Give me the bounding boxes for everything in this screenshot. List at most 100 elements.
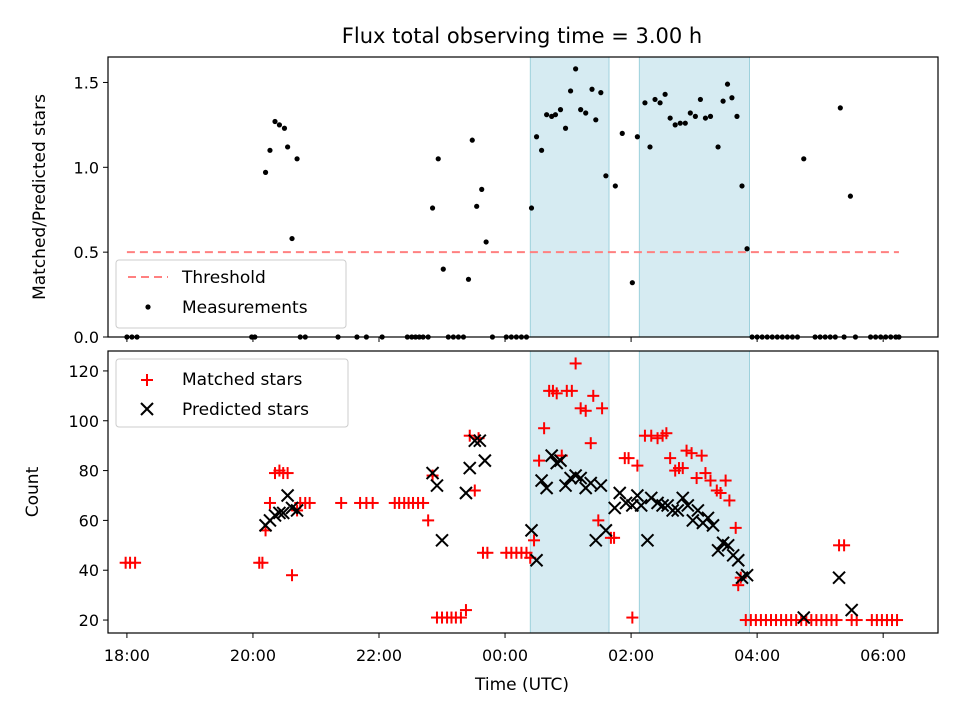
matched-star-point bbox=[631, 459, 644, 472]
matched-star-point bbox=[714, 486, 727, 499]
x-tick-label: 04:00 bbox=[734, 646, 780, 665]
matched-star-point bbox=[645, 429, 658, 442]
predicted-star-point bbox=[529, 553, 544, 567]
measurement-point bbox=[647, 144, 653, 150]
bottom-panel: 18:00 20:00 22:00 00:00 02:00 04:00 06:00 20 40 6… bbox=[23, 350, 939, 695]
matched-star-point bbox=[680, 444, 693, 457]
predicted-star-point bbox=[584, 476, 598, 490]
predicted-star-point bbox=[280, 488, 295, 503]
predicted-star-point bbox=[832, 570, 846, 585]
matched-star-point bbox=[459, 604, 472, 617]
matched-star-point bbox=[579, 404, 592, 417]
measurement-point bbox=[619, 130, 625, 136]
matched-star-point bbox=[626, 611, 639, 624]
predicted-star-point bbox=[701, 511, 715, 525]
matched-star-point bbox=[303, 496, 316, 509]
top-shaded-regions bbox=[529, 56, 750, 338]
matched-star-point bbox=[592, 514, 605, 527]
observing-window bbox=[638, 350, 750, 634]
measurement-point bbox=[697, 96, 704, 103]
measurement-point bbox=[479, 186, 485, 192]
predicted-star-point bbox=[599, 523, 613, 538]
matched-star-point bbox=[729, 521, 742, 534]
predicted-stars-points bbox=[258, 433, 859, 625]
measurement-point bbox=[702, 115, 709, 121]
bottom-legend: Matched stars Predicted stars bbox=[115, 358, 349, 428]
matched-star-point bbox=[723, 494, 736, 507]
measurement-point bbox=[474, 203, 480, 209]
predicted-star-point bbox=[655, 498, 670, 513]
measurement-point bbox=[662, 91, 668, 97]
bottom-y-tick-label: 20 bbox=[79, 611, 99, 630]
predicted-star-point bbox=[459, 486, 473, 500]
predicted-star-point bbox=[589, 533, 603, 548]
measurement-point bbox=[429, 205, 436, 211]
predicted-star-point bbox=[711, 543, 725, 558]
x-tick-label: 18:00 bbox=[104, 646, 150, 665]
matched-star-point bbox=[838, 539, 851, 552]
predicted-star-point bbox=[463, 461, 477, 475]
measurement-point bbox=[801, 156, 807, 162]
measurement-point bbox=[603, 173, 609, 179]
predicted-star-point bbox=[630, 488, 645, 503]
predicted-star-point bbox=[539, 481, 554, 495]
bottom-y-tick-label: 60 bbox=[79, 511, 99, 530]
predicted-star-point bbox=[740, 568, 754, 582]
measurement-point bbox=[281, 125, 288, 131]
x-tick-label: 06:00 bbox=[860, 646, 906, 665]
measurement-point bbox=[435, 156, 441, 162]
measurement-point bbox=[267, 147, 273, 153]
matched-star-point bbox=[699, 467, 712, 480]
measurement-point bbox=[720, 98, 726, 104]
measurement-point bbox=[573, 66, 579, 72]
predicted-star-point bbox=[613, 486, 627, 500]
chart-title: Flux total observing time = 3.00 h bbox=[342, 24, 702, 48]
matched-star-point bbox=[587, 389, 600, 402]
top-y-tick-label: 0.5 bbox=[74, 243, 99, 262]
matched-star-point bbox=[695, 449, 708, 462]
predicted-star-point bbox=[721, 538, 735, 553]
matched-star-point bbox=[690, 472, 703, 485]
predicted-star-point bbox=[272, 506, 287, 520]
matched-star-point bbox=[468, 484, 481, 497]
legend-measurements-swatch bbox=[145, 304, 151, 310]
top-legend-box bbox=[115, 259, 347, 329]
matched-star-point bbox=[891, 614, 904, 627]
top-y-tick-label: 1.0 bbox=[74, 158, 99, 177]
measurement-point bbox=[469, 137, 475, 143]
predicted-star-point bbox=[671, 503, 685, 518]
predicted-star-point bbox=[665, 503, 680, 518]
bottom-y-tick-label: 120 bbox=[68, 362, 99, 381]
bottom-axis-ticks: 18:00 20:00 22:00 00:00 02:00 04:00 06:00 20 40 6… bbox=[68, 362, 906, 665]
legend-predicted-swatch bbox=[140, 402, 154, 416]
matched-star-point bbox=[454, 611, 467, 624]
predicted-star-point bbox=[425, 466, 440, 480]
bottom-y-tick-label: 100 bbox=[68, 412, 99, 431]
legend-matched-swatch bbox=[141, 374, 153, 386]
predicted-star-point bbox=[706, 518, 720, 533]
predicted-star-point bbox=[676, 491, 690, 505]
predicted-star-point bbox=[473, 433, 487, 448]
measurement-point bbox=[734, 113, 740, 119]
x-tick-label: 20:00 bbox=[230, 646, 276, 665]
measurement-point bbox=[692, 113, 698, 119]
predicted-star-point bbox=[681, 498, 695, 513]
top-axes-frame bbox=[107, 56, 939, 338]
matched-star-point bbox=[417, 496, 430, 509]
bottom-y-axis-label: Count bbox=[23, 466, 43, 517]
top-y-axis-label: Matched/Predicted stars bbox=[30, 94, 50, 300]
matched-star-point bbox=[550, 387, 563, 400]
measurement-point bbox=[285, 144, 291, 150]
measurement-point bbox=[739, 183, 745, 189]
measurement-point bbox=[538, 147, 545, 153]
bottom-y-tick-label: 80 bbox=[79, 462, 99, 481]
predicted-star-point bbox=[468, 433, 482, 448]
matched-star-point bbox=[538, 422, 551, 435]
matched-star-point bbox=[676, 462, 689, 475]
legend-matched-label: Matched stars bbox=[182, 370, 302, 390]
measurement-point bbox=[557, 107, 564, 113]
matched-star-point bbox=[596, 402, 609, 415]
measurement-point bbox=[289, 235, 295, 242]
measurement-point bbox=[642, 100, 648, 106]
